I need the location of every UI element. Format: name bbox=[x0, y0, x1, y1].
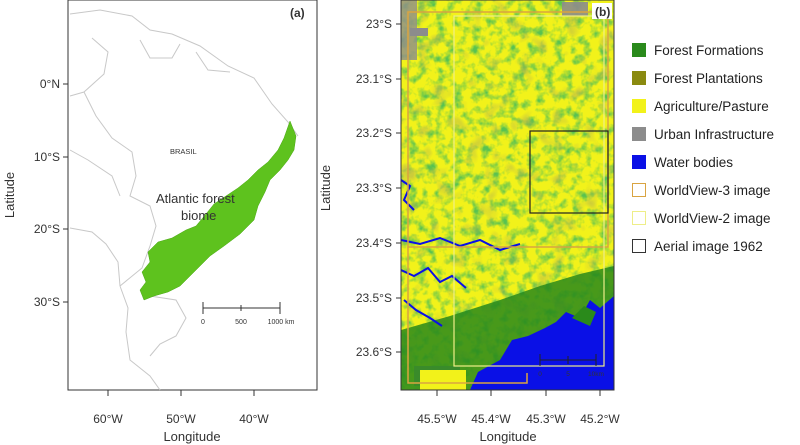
urban-area bbox=[410, 28, 428, 36]
panel-b-label: (b) bbox=[595, 5, 610, 19]
panel-b-ytick-2: 23.2°S bbox=[356, 126, 392, 140]
legend-swatch bbox=[632, 99, 646, 113]
panel-a: BRASIL Atlantic forest biome 0 500 1000 … bbox=[2, 0, 318, 444]
country-borders bbox=[69, 9, 299, 391]
legend-item-urban-infrastructure: Urban Infrastructure bbox=[632, 120, 798, 148]
legend-label: Aerial image 1962 bbox=[654, 238, 763, 254]
atlantic-forest-biome bbox=[139, 120, 297, 301]
panel-b-xtick-0: 45.5°W bbox=[417, 412, 457, 426]
legend: Forest Formations Forest Plantations Agr… bbox=[632, 36, 798, 260]
panel-b-y-ticks bbox=[396, 23, 401, 353]
panel-a-x-title: Longitude bbox=[163, 429, 220, 444]
legend-label: WorldView-2 image bbox=[654, 210, 771, 226]
panel-b-xtick-3: 45.2°W bbox=[580, 412, 620, 426]
panel-b-ytick-0: 23°S bbox=[366, 17, 392, 31]
panel-b-frame bbox=[400, 0, 615, 391]
legend-swatch bbox=[632, 155, 646, 169]
panel-b-x-ticks bbox=[436, 390, 601, 396]
panel-a-ytick-3: 30°S bbox=[34, 295, 60, 309]
scale-a-label-0: 0 bbox=[201, 319, 205, 326]
worldview3-footprint bbox=[407, 11, 609, 248]
panel-a-x-ticks bbox=[107, 390, 255, 396]
island bbox=[572, 306, 596, 326]
legend-item-agriculture-pasture: Agriculture/Pasture bbox=[632, 92, 798, 120]
panel-a-ytick-0: 0°N bbox=[40, 77, 60, 91]
urban-area bbox=[401, 0, 417, 60]
panel-b-xtick-2: 45.3°W bbox=[526, 412, 566, 426]
panel-b-ytick-5: 23.5°S bbox=[356, 291, 392, 305]
panel-a-label: (a) bbox=[290, 6, 305, 20]
biome-label-line2: biome bbox=[181, 208, 216, 223]
legend-label: WorldView-3 image bbox=[654, 182, 771, 198]
scale-bar-b bbox=[539, 354, 597, 366]
panel-b-y-title: Latitude bbox=[318, 165, 333, 211]
panel-a-xtick-0: 60°W bbox=[93, 412, 123, 426]
legend-item-forest-plantations: Forest Plantations bbox=[632, 64, 798, 92]
scale-a-label-1: 500 bbox=[235, 319, 247, 326]
legend-item-worldview3: WorldView-3 image bbox=[632, 176, 798, 204]
scale-b-label-0: 0 bbox=[538, 371, 542, 378]
urban-area bbox=[562, 2, 588, 16]
aerial-1962-footprint bbox=[529, 130, 609, 214]
legend-label: Forest Plantations bbox=[654, 70, 763, 86]
legend-item-worldview2: WorldView-2 image bbox=[632, 204, 798, 232]
scale-b-label-1: 5 bbox=[566, 371, 570, 378]
panel-b-xtick-1: 45.4°W bbox=[471, 412, 511, 426]
legend-item-water-bodies: Water bodies bbox=[632, 148, 798, 176]
worldview3-footprint-lower bbox=[407, 247, 528, 384]
legend-label: Forest Formations bbox=[654, 42, 764, 58]
panel-a-xtick-1: 50°W bbox=[166, 412, 196, 426]
legend-label: Water bodies bbox=[654, 154, 734, 170]
land-cover-map bbox=[401, 0, 614, 390]
panel-b: 0 5 10km (b) 23°S 23.1°S 23.2°S 23.3°S 2… bbox=[318, 0, 620, 444]
worldview2-footprint bbox=[453, 15, 605, 367]
legend-swatch bbox=[632, 211, 646, 225]
scale-a-label-2: 1000 km bbox=[268, 319, 295, 326]
panel-a-ytick-2: 20°S bbox=[34, 222, 60, 236]
country-label: BRASIL bbox=[170, 147, 197, 156]
coastal-agriculture bbox=[420, 370, 466, 390]
legend-swatch bbox=[632, 127, 646, 141]
legend-item-forest-formations: Forest Formations bbox=[632, 36, 798, 64]
biome-label-line1: Atlantic forest bbox=[156, 191, 235, 206]
panel-b-ytick-1: 23.1°S bbox=[356, 72, 392, 86]
panel-a-y-title: Latitude bbox=[2, 172, 17, 218]
legend-swatch bbox=[632, 43, 646, 57]
legend-item-aerial-1962: Aerial image 1962 bbox=[632, 232, 798, 260]
panel-a-ytick-1: 10°S bbox=[34, 150, 60, 164]
scale-bar-a bbox=[202, 302, 281, 314]
legend-label: Agriculture/Pasture bbox=[654, 98, 769, 114]
legend-swatch bbox=[632, 239, 646, 253]
legend-swatch bbox=[632, 71, 646, 85]
panel-a-frame bbox=[67, 0, 318, 391]
panel-b-label-bg bbox=[592, 3, 612, 19]
panel-b-x-title: Longitude bbox=[479, 429, 536, 444]
panel-b-ytick-6: 23.6°S bbox=[356, 345, 392, 359]
panel-a-y-ticks bbox=[63, 83, 68, 303]
legend-swatch bbox=[632, 183, 646, 197]
panel-a-xtick-2: 40°W bbox=[239, 412, 269, 426]
panel-b-ytick-4: 23.4°S bbox=[356, 236, 392, 250]
scale-b-label-2: 10km bbox=[588, 371, 604, 378]
legend-label: Urban Infrastructure bbox=[654, 126, 775, 142]
panel-b-ytick-3: 23.3°S bbox=[356, 181, 392, 195]
biome-fragment bbox=[265, 175, 271, 181]
